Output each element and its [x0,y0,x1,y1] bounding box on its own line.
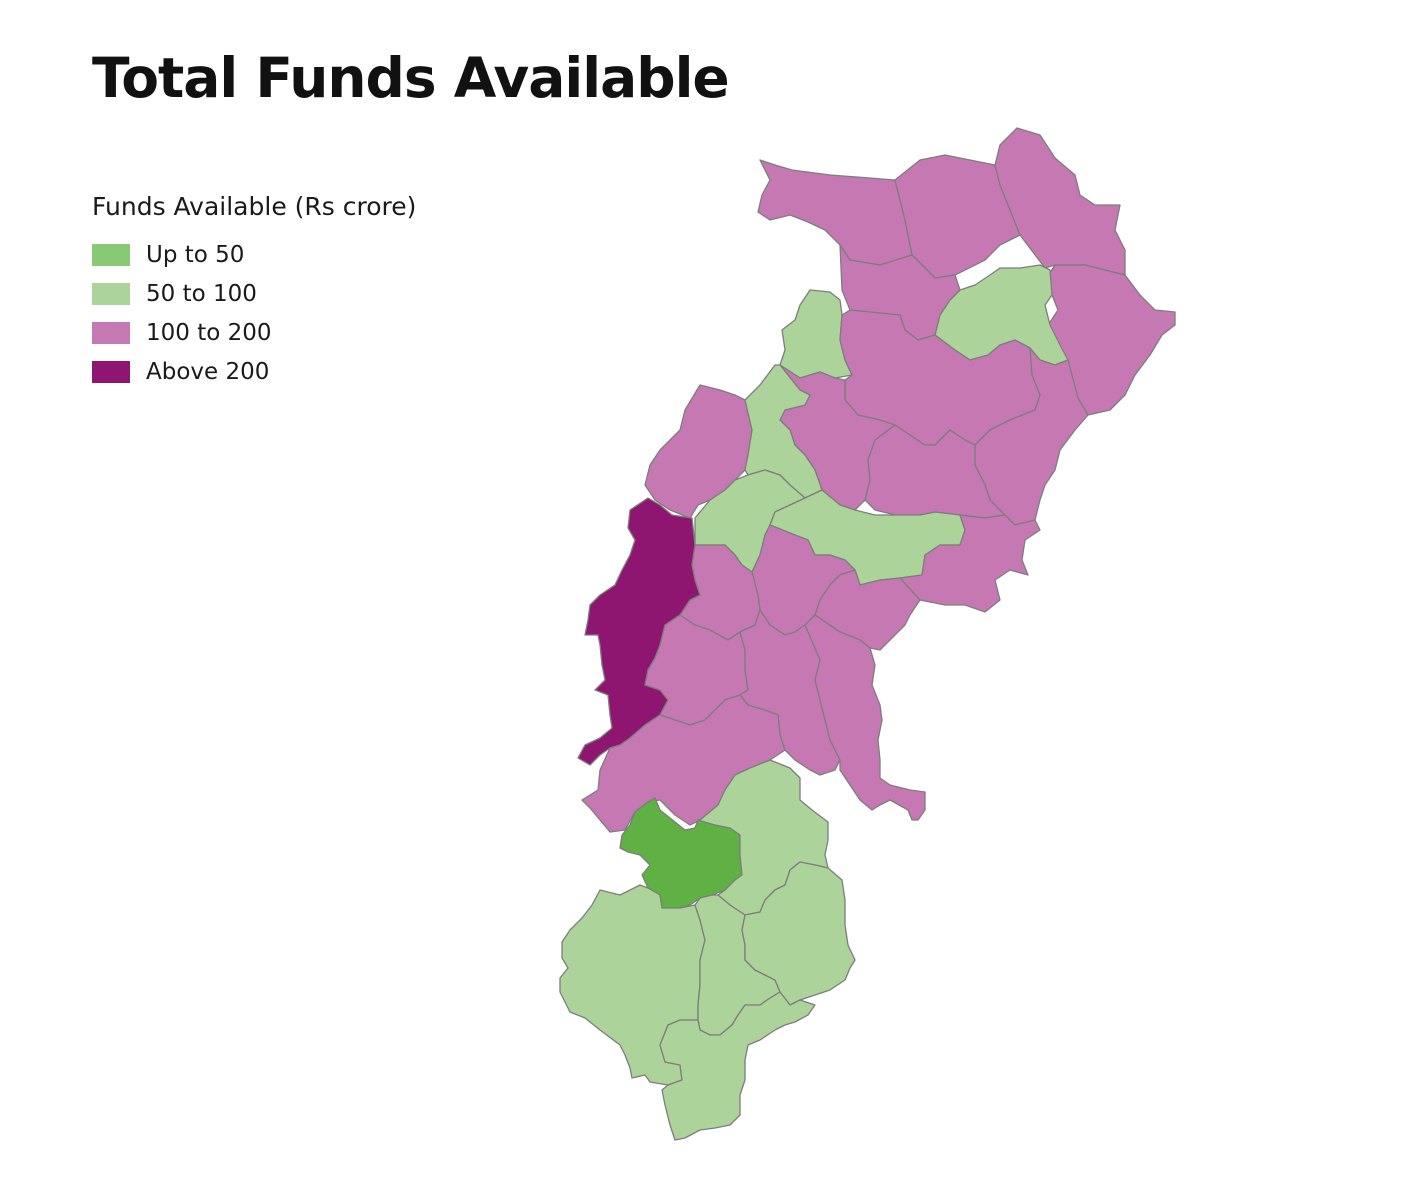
page-title: Total Funds Available [92,46,730,110]
legend-item-50-to-100: 50 to 100 [92,274,416,313]
legend-item-up-to-50: Up to 50 [92,235,416,274]
district-region[interactable] [577,497,701,766]
legend-label: 100 to 200 [146,319,272,346]
district-region[interactable] [814,569,921,651]
district-region[interactable] [899,514,1041,613]
district-region[interactable] [744,364,823,499]
legend-label: Up to 50 [146,241,245,268]
legend-swatch [92,243,130,266]
legend-swatch [92,321,130,344]
legend: Funds Available (Rs crore) Up to 50 50 t… [92,192,416,391]
legend-swatch [92,360,130,383]
district-region[interactable] [757,159,913,266]
legend-title: Funds Available (Rs crore) [92,192,417,221]
district-region[interactable] [804,614,926,821]
legend-swatch [92,282,130,305]
legend-label: 50 to 100 [146,280,257,307]
district-region[interactable] [659,991,816,1141]
legend-item-above-200: Above 200 [92,352,416,391]
district-region[interactable] [619,797,743,911]
district-region[interactable] [994,127,1126,276]
legend-item-100-to-200: 100 to 200 [92,313,416,352]
legend-label: Above 200 [146,358,270,385]
district-region[interactable] [741,861,856,1006]
